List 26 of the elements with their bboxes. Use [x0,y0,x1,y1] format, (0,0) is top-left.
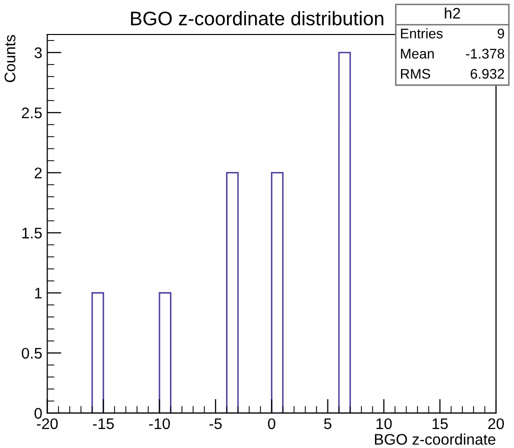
annotation: RMS [401,68,430,79]
y-tick-label: 2 [34,168,42,178]
x-tick-label: 20 [488,418,504,430]
y-tick-label: 3 [34,47,42,58]
x-tick-label: 15 [432,418,448,430]
annotation: Entries [401,28,443,38]
text: 9 [498,28,504,38]
x-tick-label: 10 [376,418,392,430]
y-axis-title: Counts [4,35,16,82]
y-tick-label: 2.5 [22,107,42,118]
annotation: Mean [401,48,434,59]
x-tick-label: -20 [36,418,58,430]
text: h2 [444,7,460,19]
y-tick-label: 0 [34,408,42,419]
x-tick-label: -10 [149,418,170,430]
y-tick-label: 1 [35,288,42,298]
chart-title: BGO z-coordinate distribution [131,11,384,26]
annotation: -1.378 [466,48,504,59]
x-tick-label: -15 [93,418,114,430]
x-tick-label: -5 [209,418,222,430]
y-tick-label: 1.5 [22,228,42,238]
annotation: 6.932 [470,68,504,79]
x-tick-label: 0 [268,418,276,430]
x-tick-label: 5 [324,418,332,430]
y-tick-label: 0.5 [22,348,42,359]
x-axis-title: BGO z-coordinate [374,434,496,445]
